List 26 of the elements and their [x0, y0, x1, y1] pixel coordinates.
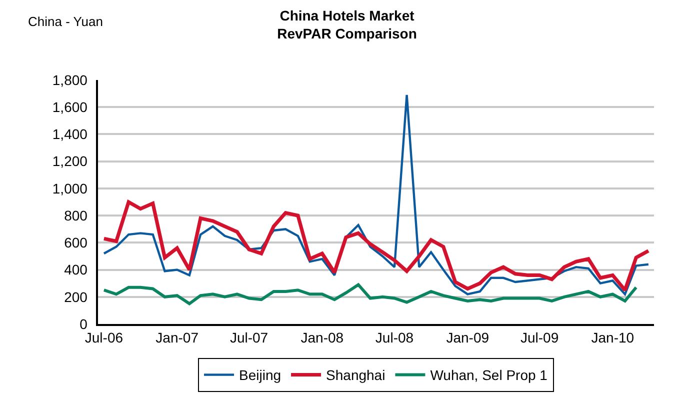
legend-label: Beijing	[239, 367, 282, 384]
x-tick-label: Jul-08	[375, 330, 414, 346]
line-series	[102, 283, 638, 306]
x-tick-label: Jan-08	[300, 330, 344, 346]
x-tick-label: Jul-09	[520, 330, 559, 346]
y-tick-label: 600	[64, 234, 88, 251]
y-tick-label: 1,600	[52, 99, 88, 116]
y-tick-label: 400	[64, 262, 88, 278]
chart-title: China Hotels Market RevPAR Comparison	[277, 7, 417, 42]
legend-label: Shanghai	[326, 367, 386, 384]
line-series	[102, 200, 650, 292]
line-series	[102, 94, 650, 296]
x-tick-label: Jan-09	[446, 330, 490, 346]
legend-label: Wuhan, Sel Prop 1	[430, 367, 548, 384]
y-tick-label: 1,800	[52, 72, 88, 88]
x-tick-label: Jan-07	[156, 330, 199, 346]
x-tick-label: Jan-10	[591, 330, 634, 346]
y-tick-label: 200	[64, 288, 88, 305]
x-tick-label: Jul-07	[230, 330, 268, 346]
y-axis-title: China - Yuan	[28, 14, 103, 29]
x-tick-label: Jul-06	[84, 330, 124, 346]
y-tick-label: 1,400	[52, 126, 88, 142]
y-tick-label: 800	[64, 207, 88, 224]
y-tick-label: 0	[80, 316, 88, 332]
y-tick-label: 1,000	[52, 180, 88, 196]
y-tick-label: 1,200	[52, 153, 88, 170]
